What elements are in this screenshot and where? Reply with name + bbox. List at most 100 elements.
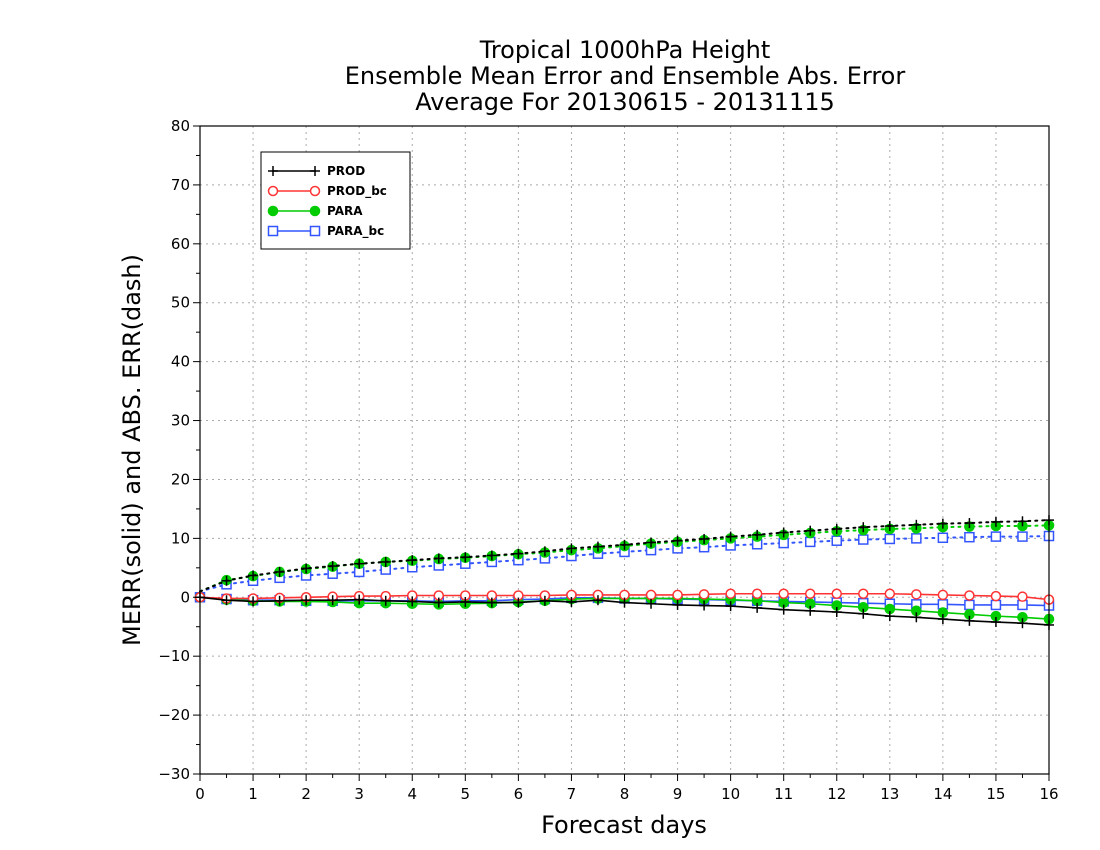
data-point-prod-merr: [911, 612, 922, 623]
data-point-prod-merr: [699, 600, 710, 611]
data-point-para-bc-abs: [1017, 531, 1028, 542]
grid: [200, 126, 1049, 774]
data-point-prod-abs: [354, 558, 365, 569]
data-point-prod-bc-merr: [725, 588, 736, 599]
data-point-prod-abs: [752, 529, 763, 540]
y-tick-label: 50: [171, 294, 190, 312]
legend-entry-para: PARA: [267, 204, 363, 218]
data-point-prod-abs: [380, 556, 391, 567]
x-tick-label: 8: [620, 785, 630, 803]
y-tick-label: 60: [171, 235, 190, 253]
data-point-prod-abs: [884, 520, 895, 531]
y-axis-title: MERR(solid) and ABS. ERR(dash): [118, 254, 146, 646]
x-tick-label: 2: [301, 785, 311, 803]
data-point-prod-merr: [433, 597, 444, 608]
series-layer: [194, 515, 1055, 630]
data-point-prod-abs: [778, 527, 789, 538]
legend-entry-prod: PROD: [268, 164, 365, 178]
x-tick-label: 5: [461, 785, 471, 803]
data-point-prod-merr: [937, 614, 948, 625]
x-tick-label: 12: [827, 785, 846, 803]
series-para-bc-abs-error: [199, 530, 1055, 593]
data-point-prod-abs: [539, 546, 550, 557]
data-point-prod-abs: [460, 552, 471, 563]
data-point-prod-merr: [460, 596, 471, 607]
data-point-prod-merr: [858, 608, 869, 619]
legend-marker-prod-bc: [267, 185, 279, 197]
data-point-prod-abs: [274, 566, 285, 577]
data-point-prod-merr: [248, 596, 259, 607]
data-point-prod-merr: [805, 605, 816, 616]
data-point-prod-merr: [274, 595, 285, 606]
data-point-prod-merr: [752, 602, 763, 613]
data-point-prod-abs: [513, 548, 524, 559]
x-tick-label: 13: [880, 785, 899, 803]
data-point-para-bc-abs: [884, 533, 896, 545]
data-point-prod-abs: [486, 550, 497, 561]
data-point-para-bc-abs: [858, 534, 869, 545]
data-point-prod-abs: [911, 519, 922, 530]
chart-title-line-1: Tropical 1000hPa Height: [479, 36, 771, 64]
data-point-prod-bc-merr: [672, 589, 683, 601]
legend-marker-para: [309, 205, 321, 217]
data-point-prod-merr: [513, 597, 524, 608]
y-tick-label: 0: [180, 588, 190, 606]
data-point-prod-merr: [592, 595, 603, 606]
data-point-prod-merr: [221, 595, 232, 606]
legend-marker-para-bc: [309, 225, 321, 237]
data-point-prod-abs: [831, 523, 842, 534]
data-point-prod-abs: [592, 541, 603, 552]
legend-marker-para-bc: [267, 225, 279, 237]
data-point-prod-abs: [990, 516, 1001, 527]
chart-title-line-3: Average For 20130615 - 20131115: [415, 88, 835, 116]
legend-marker-prod: [268, 166, 278, 176]
data-point-prod-bc-merr: [645, 589, 657, 601]
y-tick-label: 30: [171, 412, 190, 430]
data-point-prod-bc-merr: [804, 588, 816, 599]
data-point-para-bc-abs: [804, 536, 816, 548]
data-point-prod-bc-merr: [698, 589, 710, 600]
data-point-prod-abs: [805, 525, 816, 536]
x-tick-label: 9: [673, 785, 683, 803]
legend-entry-prod-bc: PROD_bc: [267, 184, 387, 199]
legend-marker-prod-bc: [309, 185, 321, 197]
data-point-prod-abs: [248, 570, 259, 581]
data-point-prod-merr: [990, 617, 1001, 628]
data-point-prod-abs: [725, 531, 736, 542]
series-prod-abs-error: [199, 515, 1054, 593]
legend-box: [260, 151, 411, 250]
data-point-prod-bc-merr: [937, 589, 949, 601]
y-tick-label: −30: [158, 765, 190, 783]
data-point-prod-merr: [964, 615, 975, 626]
chart-title-line-2: Ensemble Mean Error and Ensemble Abs. Er…: [345, 62, 906, 90]
x-tick-label: 15: [986, 785, 1005, 803]
data-point-prod-merr: [725, 601, 736, 612]
data-point-para-bc-abs: [831, 535, 842, 546]
data-point-prod-merr: [672, 599, 683, 610]
data-point-prod-bc-merr: [964, 590, 975, 601]
x-axis-title: Forecast days: [541, 811, 707, 839]
data-point-prod-merr: [539, 595, 550, 606]
data-point-prod-abs: [433, 553, 444, 564]
data-point-prod-abs: [964, 518, 975, 529]
data-point-prod-bc-merr: [858, 588, 869, 599]
data-point-para-bc-abs: [964, 531, 975, 543]
data-point-prod-abs: [672, 535, 683, 546]
legend-label-prod-bc: PROD_bc: [327, 184, 387, 199]
x-tick-label: 10: [721, 785, 740, 803]
data-point-prod-bc-merr: [884, 588, 896, 599]
data-point-prod-abs: [699, 533, 710, 544]
x-tick-label: 14: [933, 785, 952, 803]
y-tick-label: −10: [158, 647, 190, 665]
x-tick-label: 3: [354, 785, 364, 803]
legend: PROD PROD_bc PARA PARA_bc: [260, 151, 411, 250]
data-point-prod-merr: [407, 596, 418, 607]
data-point-para-bc-merr: [990, 599, 1002, 611]
data-point-prod-abs: [937, 518, 948, 529]
data-point-prod-abs: [646, 537, 657, 548]
data-point-prod-bc-merr: [990, 590, 1002, 602]
data-point-prod-bc-merr: [1017, 591, 1028, 602]
data-point-prod-merr: [778, 604, 789, 615]
x-tick-label: 4: [407, 785, 417, 803]
